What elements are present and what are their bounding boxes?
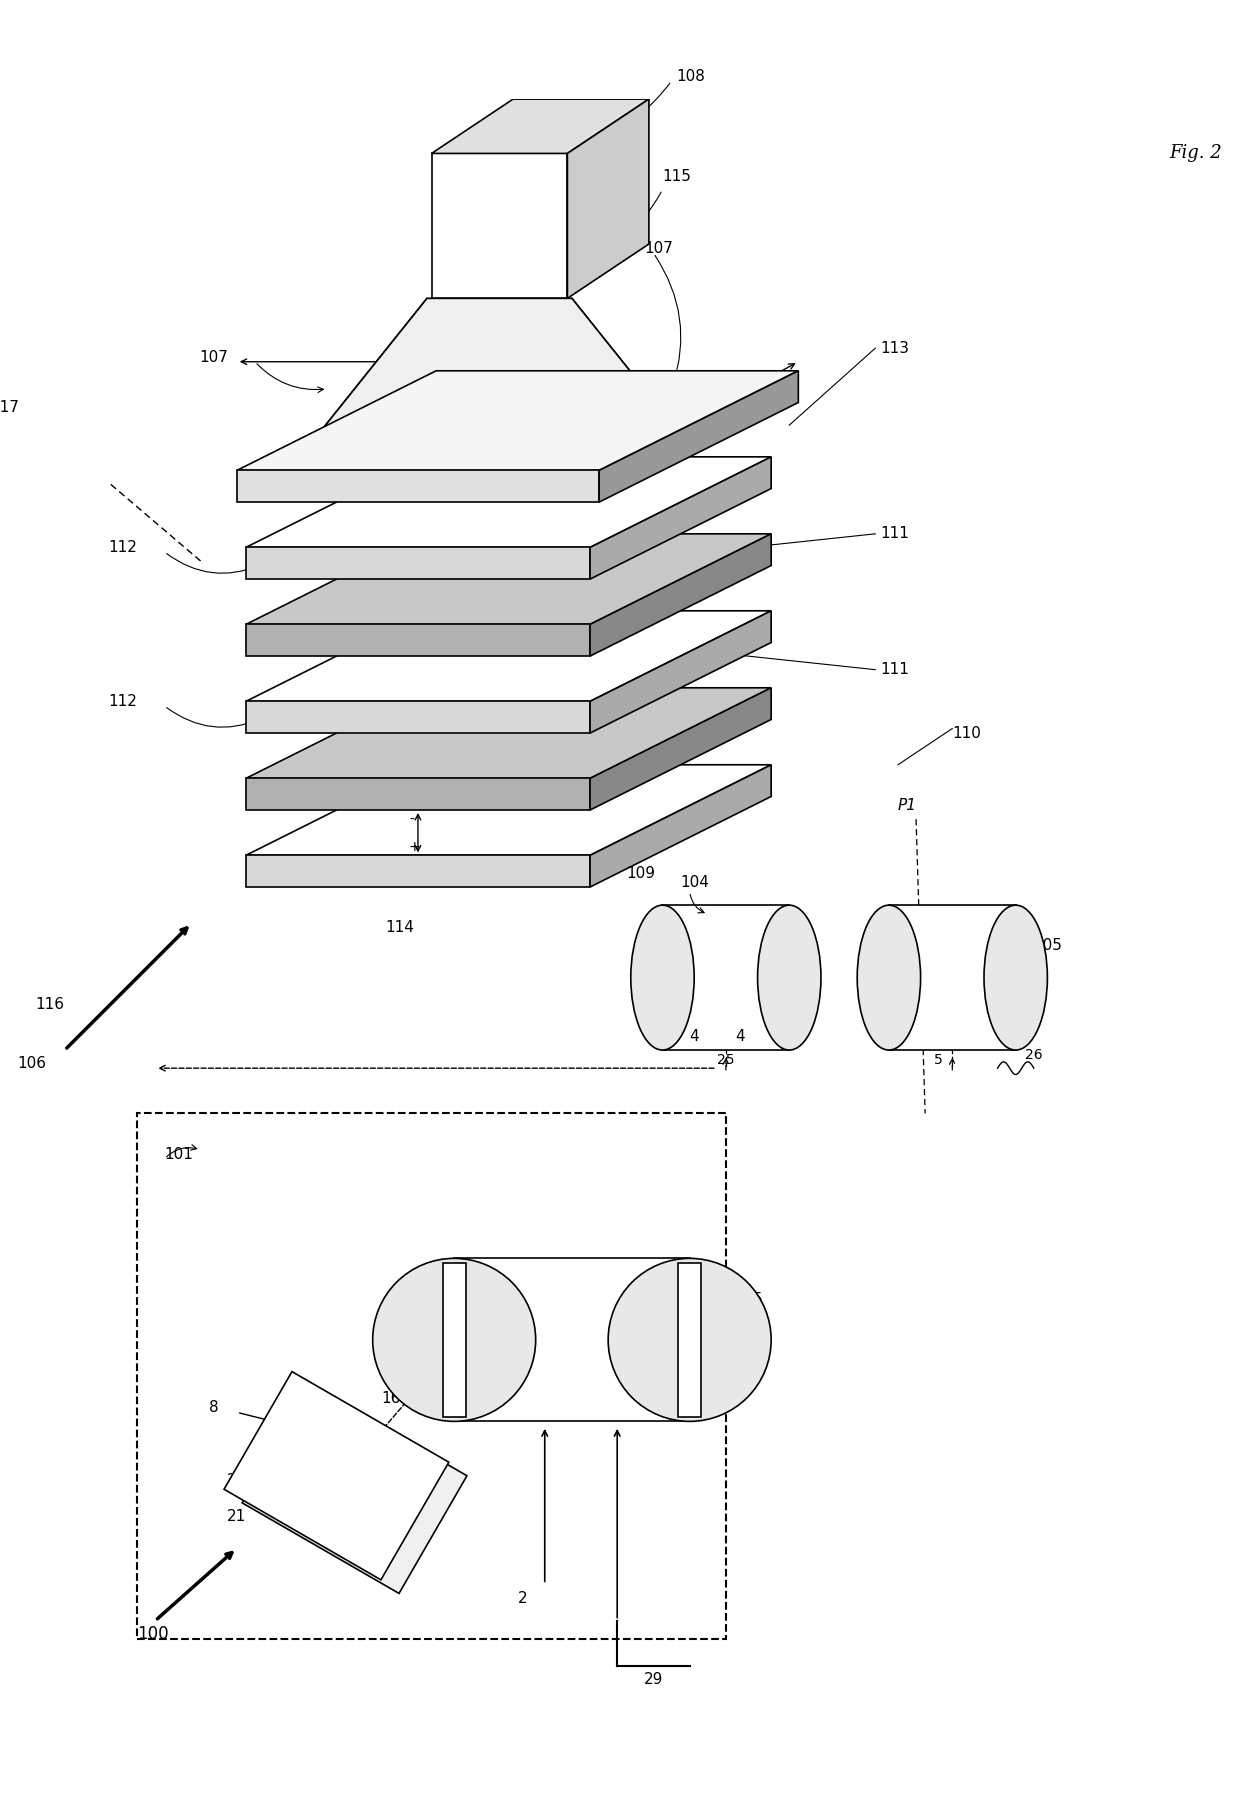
Text: 110: 110 <box>952 726 981 740</box>
Text: 16: 16 <box>382 1390 401 1407</box>
Bar <box>889 906 1016 1050</box>
Text: 26: 26 <box>1024 1048 1043 1063</box>
Ellipse shape <box>857 906 920 1050</box>
Polygon shape <box>590 688 771 810</box>
Polygon shape <box>246 701 590 733</box>
Polygon shape <box>590 457 771 580</box>
Text: H: H <box>412 333 424 351</box>
Text: 8: 8 <box>210 1401 218 1416</box>
Text: 21: 21 <box>227 1473 246 1488</box>
Polygon shape <box>246 533 771 625</box>
Polygon shape <box>590 533 771 656</box>
Text: 113: 113 <box>880 340 909 355</box>
Ellipse shape <box>758 906 821 1050</box>
Polygon shape <box>242 1385 467 1594</box>
Text: 3: 3 <box>753 1354 763 1371</box>
Ellipse shape <box>631 906 694 1050</box>
Text: 112: 112 <box>108 693 138 710</box>
Bar <box>443 1263 465 1417</box>
Bar <box>662 906 790 1050</box>
Polygon shape <box>246 855 590 888</box>
Polygon shape <box>246 625 590 656</box>
Polygon shape <box>237 371 799 470</box>
Text: 107: 107 <box>645 241 673 256</box>
Text: 111: 111 <box>880 526 909 542</box>
Text: 117: 117 <box>0 400 20 414</box>
Polygon shape <box>246 457 771 548</box>
Text: Fig. 2: Fig. 2 <box>1169 144 1223 162</box>
Polygon shape <box>599 371 799 502</box>
Polygon shape <box>246 548 590 580</box>
Text: +: + <box>409 839 420 854</box>
Text: P1: P1 <box>898 798 916 812</box>
Bar <box>138 1113 725 1639</box>
Text: 100: 100 <box>138 1625 169 1643</box>
Ellipse shape <box>985 906 1048 1050</box>
Bar <box>454 1259 689 1421</box>
Text: 115: 115 <box>662 169 692 184</box>
Polygon shape <box>224 1372 449 1579</box>
Text: 2: 2 <box>517 1590 527 1605</box>
Text: 109: 109 <box>626 866 655 881</box>
Polygon shape <box>432 99 649 153</box>
Text: 5: 5 <box>934 1052 942 1066</box>
Polygon shape <box>246 778 590 810</box>
Text: 116: 116 <box>36 998 64 1012</box>
Ellipse shape <box>373 1259 536 1421</box>
Polygon shape <box>590 611 771 733</box>
Text: 29: 29 <box>645 1671 663 1688</box>
Bar <box>678 1263 701 1417</box>
Text: 108: 108 <box>676 68 706 85</box>
Polygon shape <box>237 470 599 502</box>
Text: 106: 106 <box>17 1055 47 1072</box>
Text: 104: 104 <box>681 875 709 890</box>
Polygon shape <box>590 765 771 888</box>
Polygon shape <box>319 299 681 434</box>
Text: 105: 105 <box>1034 938 1063 953</box>
Text: 111: 111 <box>880 663 909 677</box>
Text: 5: 5 <box>753 1291 763 1308</box>
Text: 4: 4 <box>735 1028 744 1045</box>
Bar <box>432 153 568 299</box>
Ellipse shape <box>608 1259 771 1421</box>
Text: 25: 25 <box>717 1052 734 1066</box>
Polygon shape <box>246 765 771 855</box>
Text: 112: 112 <box>108 540 138 555</box>
Text: 4: 4 <box>689 1028 699 1045</box>
Text: 107: 107 <box>198 349 228 366</box>
Polygon shape <box>246 688 771 778</box>
Text: L: L <box>717 407 727 425</box>
Polygon shape <box>246 611 771 701</box>
Text: 101: 101 <box>165 1147 193 1162</box>
Text: 21: 21 <box>227 1509 246 1524</box>
Text: 114: 114 <box>386 920 414 935</box>
Polygon shape <box>568 99 649 299</box>
Text: -: - <box>409 812 414 827</box>
